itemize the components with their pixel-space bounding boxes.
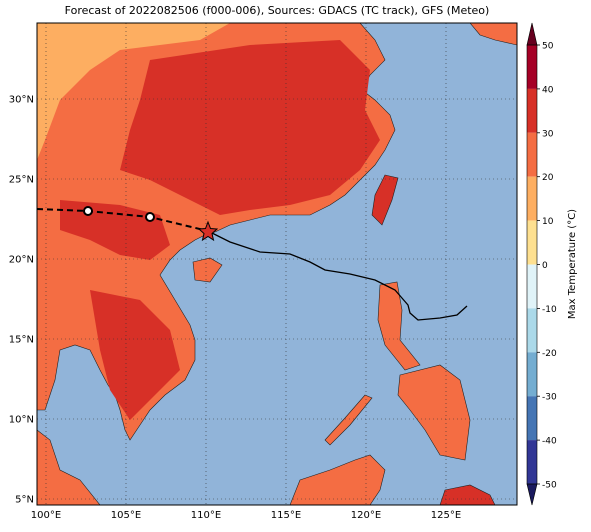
map-title: Forecast of 2022082506 (f000-006), Sourc… <box>65 4 490 17</box>
lat-tick-label: 15°N <box>9 335 34 346</box>
colorbar-segment <box>527 396 537 441</box>
colorbar-segment <box>527 176 537 221</box>
colorbar-segment <box>527 88 537 133</box>
lon-tick-label: 105°E <box>111 510 141 521</box>
colorbar-tick-label: 50 <box>542 42 554 52</box>
lat-tick-label: 20°N <box>9 255 34 266</box>
lat-tick-label: 25°N <box>9 175 34 186</box>
lon-tick-label: 100°E <box>31 510 61 521</box>
colorbar-segment <box>527 440 537 484</box>
lat-tick-label: 5°N <box>15 495 34 506</box>
colorbar-segment <box>527 220 537 265</box>
visayas-mindanao <box>397 364 471 461</box>
lat-tick-label: 10°N <box>9 415 34 426</box>
hot-region <box>90 290 180 420</box>
borneo <box>289 454 386 505</box>
colorbar: 50 40 30 20 10 0 -10 -20 -30 -40 -50 <box>526 22 557 506</box>
lat-tick-label: 30°N <box>9 95 34 106</box>
track-forecast <box>37 208 209 232</box>
colorbar-tick-label: -30 <box>542 393 557 403</box>
colorbar-segment <box>527 45 537 89</box>
colorbar-tick-label: 20 <box>542 173 554 183</box>
palawan <box>324 394 373 446</box>
colorbar-extend-low <box>526 483 538 506</box>
map-body <box>37 23 517 505</box>
colorbar-extend-high <box>526 22 538 46</box>
lon-tick-label: 110°E <box>191 510 221 521</box>
sulawesi <box>439 484 496 505</box>
cool-region <box>37 23 230 160</box>
colorbar-segment <box>527 352 537 397</box>
lon-tick-label: 115°E <box>271 510 301 521</box>
hot-region <box>120 40 380 215</box>
colorbar-tick-label: 0 <box>542 261 548 271</box>
track-observed <box>207 230 468 321</box>
colorbar-tick-label: 10 <box>542 217 554 227</box>
colorbar-segment <box>527 132 537 177</box>
sumatra-malaysia <box>37 429 101 505</box>
hainan <box>192 257 223 283</box>
colorbar-tick-label: 30 <box>542 129 554 139</box>
lon-tick-label: 120°E <box>351 510 381 521</box>
colorbar-tick-label: -50 <box>542 481 557 491</box>
colorbar-tick-label: -10 <box>542 305 557 315</box>
taiwan <box>371 174 399 226</box>
korea <box>469 23 517 46</box>
grid <box>37 23 517 505</box>
colorbar-segment <box>527 264 537 309</box>
lon-tick-label: 125°E <box>431 510 461 521</box>
colorbar-label: Max Temperature (°C) <box>567 209 578 319</box>
storm-position <box>197 220 219 242</box>
track-point <box>83 206 93 216</box>
luzon <box>377 281 421 371</box>
colorbar-tick-label: 40 <box>542 85 554 95</box>
colorbar-segment <box>527 308 537 353</box>
map-frame <box>36 22 518 506</box>
colorbar-tick-label: -40 <box>542 437 557 447</box>
colorbar-tick-label: -20 <box>542 349 557 359</box>
track-point <box>145 212 155 222</box>
